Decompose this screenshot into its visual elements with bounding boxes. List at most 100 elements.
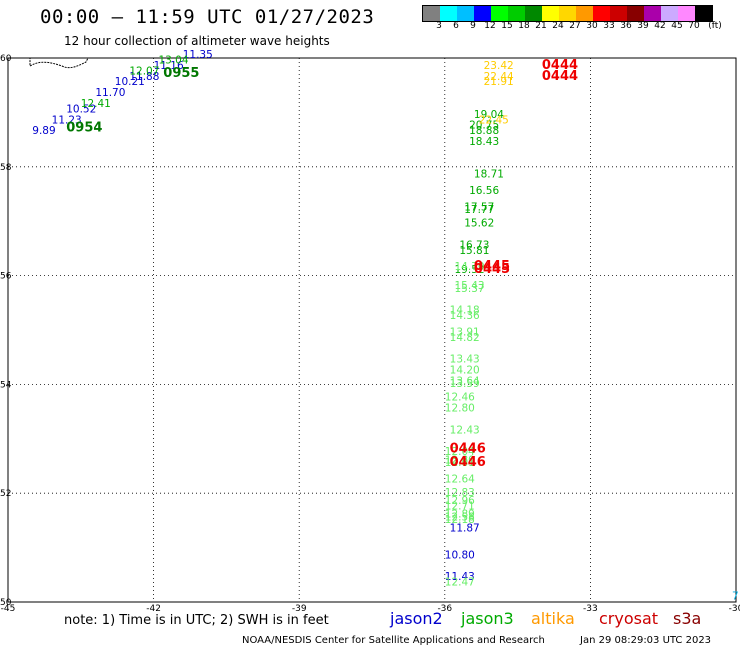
colorbar-swatch <box>627 6 644 21</box>
wave-height-label: 12.89 <box>445 509 475 521</box>
wave-height-label: 21.91 <box>484 76 514 88</box>
note-text: note: 1) Time is in UTC; 2) SWH is in fe… <box>64 613 329 628</box>
wave-height-label: 7 <box>732 590 739 602</box>
pass-time-label: 0445 <box>474 262 510 277</box>
satellite-legend-jason3: jason3 <box>461 609 514 628</box>
coastline <box>29 57 89 69</box>
pass-time-label: 0955 <box>163 66 199 81</box>
wave-height-label: 13.59 <box>450 378 480 390</box>
y-tick-label: 56 <box>0 272 12 282</box>
wave-height-label: 18.71 <box>474 169 504 181</box>
wave-height-colorbar <box>422 5 713 22</box>
wave-height-label: 11.35 <box>183 49 213 61</box>
wave-height-label: 11.70 <box>95 87 125 99</box>
wave-height-label: 12.47 <box>445 577 475 589</box>
x-tick-label: -42 <box>146 604 161 614</box>
wave-height-label: 11.88 <box>129 71 159 83</box>
wave-height-label: 19.04 <box>474 109 504 121</box>
wave-height-label: 15.43 <box>455 280 485 292</box>
wave-height-label: 15.62 <box>464 218 494 230</box>
wave-height-label: 12.58 <box>445 511 475 523</box>
wave-height-label: 18.43 <box>469 136 499 148</box>
satellite-legend-cryosat: cryosat <box>599 609 659 628</box>
wave-height-label: 12.04 <box>445 446 475 458</box>
pass-time-label: 0444 <box>542 69 578 84</box>
wave-height-label: 22.44 <box>484 71 514 83</box>
y-tick-label: 60 <box>0 54 12 64</box>
wave-height-label: 10.21 <box>115 76 145 88</box>
colorbar-swatch <box>457 6 474 21</box>
wave-height-label: 22.45 <box>479 114 509 126</box>
wave-height-label: 23.42 <box>484 60 514 72</box>
y-tick-label: 50 <box>0 598 12 608</box>
wave-height-label: 16.73 <box>459 239 489 251</box>
colorbar-label: 12 <box>484 21 496 31</box>
footer-datestamp: Jan 29 08:29:03 UTC 2023 <box>580 635 712 646</box>
satellite-legend-altika: altika <box>531 609 575 628</box>
colorbar-label: (ft) <box>708 21 722 31</box>
pass-time-label: 0954 <box>66 120 102 135</box>
colorbar-label: 39 <box>637 21 649 31</box>
pass-time-label: 0446 <box>450 441 486 456</box>
x-tick-label: -33 <box>583 604 598 614</box>
map-title: 00:00 — 11:59 UTC 01/27/2023 <box>40 6 375 28</box>
wave-height-label: 15.81 <box>459 245 489 257</box>
colorbar-label: 24 <box>552 21 564 31</box>
wave-height-label: 13.91 <box>450 326 480 338</box>
colorbar-swatch <box>474 6 491 21</box>
pass-time-label: 0446 <box>450 455 486 470</box>
colorbar-swatch <box>559 6 576 21</box>
x-tick-label: -30 <box>729 604 740 614</box>
colorbar-label: 33 <box>603 21 615 31</box>
colorbar-label: 70 <box>688 21 700 31</box>
colorbar-swatch <box>525 6 542 21</box>
map-frame <box>7 57 737 603</box>
wave-height-label: 11.16 <box>154 60 184 72</box>
wave-height-label: 14.18 <box>450 305 480 317</box>
wave-height-label: 14.70 <box>455 261 485 273</box>
colorbar-swatch <box>610 6 627 21</box>
colorbar-label: 18 <box>518 21 530 31</box>
colorbar-label: 42 <box>654 21 666 31</box>
wave-height-label: 17.57 <box>464 201 494 213</box>
wave-height-label: 12.83 <box>445 487 475 499</box>
wave-height-label: 13.43 <box>450 354 480 366</box>
wave-height-label: 15.37 <box>455 283 485 295</box>
wave-height-label: 11.23 <box>52 114 82 126</box>
wave-height-label: 12.43 <box>450 424 480 436</box>
wave-height-label: 20.75 <box>469 120 499 132</box>
wave-height-label: 19.52 <box>455 264 485 276</box>
colorbar-label: 15 <box>501 21 513 31</box>
wave-height-label: 13.04 <box>158 54 188 66</box>
pass-time-label: 0445 <box>474 259 510 274</box>
wave-height-label: 12.18 <box>445 514 475 526</box>
wave-height-label: 18.88 <box>469 125 499 137</box>
colorbar-swatch <box>491 6 508 21</box>
wave-height-label: 12.41 <box>81 98 111 110</box>
pass-time-label: 0444 <box>542 58 578 73</box>
colorbar-label: 30 <box>586 21 598 31</box>
wave-height-label: 17.77 <box>464 204 494 216</box>
wave-height-label: 12.64 <box>445 473 475 485</box>
wave-height-label: 16.56 <box>469 185 499 197</box>
colorbar-swatch <box>576 6 593 21</box>
colorbar-label: 21 <box>535 21 547 31</box>
wave-height-label: 11.43 <box>445 571 475 583</box>
colorbar-swatch <box>644 6 661 21</box>
wave-height-label: 14.20 <box>450 365 480 377</box>
satellite-legend-jason2: jason2 <box>390 609 443 628</box>
colorbar-label: 27 <box>569 21 581 31</box>
colorbar-swatch <box>593 6 610 21</box>
colorbar-swatch <box>423 6 440 21</box>
wave-height-label: 12.81 <box>445 457 475 469</box>
x-tick-label: -36 <box>437 604 452 614</box>
wave-height-label: 12.80 <box>445 403 475 415</box>
y-tick-label: 54 <box>0 380 12 390</box>
footer-credit: NOAA/NESDIS Center for Satellite Applica… <box>242 635 545 646</box>
colorbar-swatch <box>508 6 525 21</box>
colorbar-swatch <box>695 6 712 21</box>
wave-height-label: 14.36 <box>450 310 480 322</box>
wave-height-label: 14.82 <box>450 332 480 344</box>
colorbar-label: 3 <box>436 21 442 31</box>
